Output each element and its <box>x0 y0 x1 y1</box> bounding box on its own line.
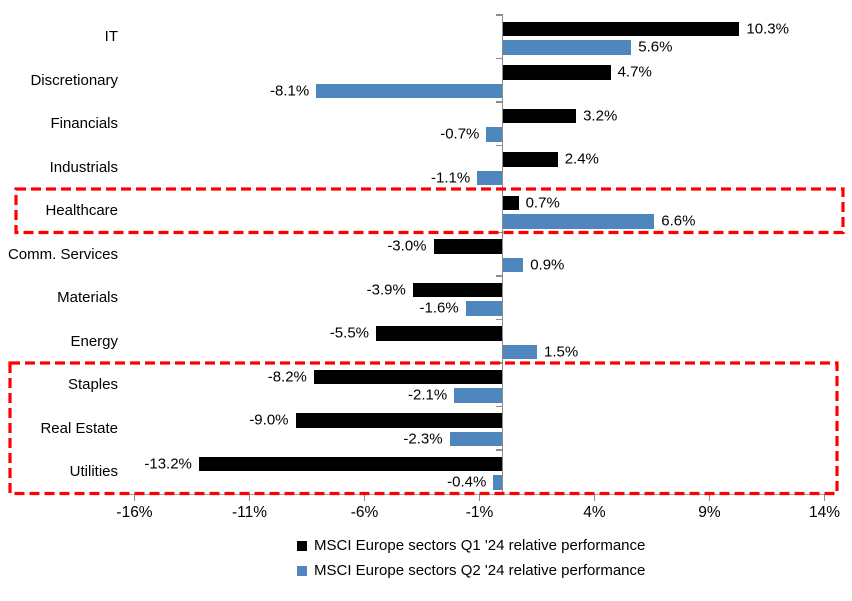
bar-q2 <box>502 257 524 272</box>
legend-swatch-q1 <box>297 540 307 551</box>
bar-q2 <box>502 344 537 359</box>
value-axis-tick <box>363 493 366 501</box>
bar-value-label: -8.1% <box>270 82 310 100</box>
bar-q2 <box>449 431 503 446</box>
value-axis-tick-label: 9% <box>698 504 721 521</box>
category-label: Materials <box>57 289 118 307</box>
category-label: Comm. Services <box>7 245 118 263</box>
bar-q2 <box>316 83 503 98</box>
bar-value-label: -0.4% <box>447 473 487 491</box>
legend-item-q2: MSCI Europe sectors Q2 '24 relative perf… <box>297 562 645 579</box>
bar-value-label: -1.1% <box>431 169 471 187</box>
value-axis-tick-label: -11% <box>231 504 268 521</box>
legend-label-q1: MSCI Europe sectors Q1 '24 relative perf… <box>314 537 646 554</box>
bar-q1 <box>433 239 503 254</box>
category-label: Staples <box>67 376 118 394</box>
bar-value-label: 4.7% <box>617 63 652 81</box>
value-axis-tick <box>248 493 251 501</box>
category-axis-tick <box>496 318 503 321</box>
bar-q1 <box>412 282 503 297</box>
bar-q2 <box>502 40 632 55</box>
bar-value-label: 0.9% <box>530 256 565 274</box>
category-axis-tick <box>496 275 503 277</box>
category-axis-tick <box>496 449 503 451</box>
value-axis-tick <box>133 493 136 501</box>
category-axis-tick <box>496 405 503 408</box>
bar-value-label: 6.6% <box>661 212 696 230</box>
category-label: Financials <box>50 115 118 133</box>
value-axis-tick <box>708 493 711 501</box>
bar-value-label: -9.0% <box>249 411 289 429</box>
category-axis-tick <box>496 362 503 364</box>
bar-value-label: 0.7% <box>525 194 560 212</box>
bar-value-label: -2.3% <box>403 430 443 448</box>
bar-value-label: -0.7% <box>440 125 480 143</box>
bar-q1 <box>502 65 611 80</box>
value-axis-tick-label: -6% <box>350 504 379 521</box>
bar-q2 <box>465 301 503 316</box>
highlight-rect <box>14 187 845 235</box>
bar-value-label: -8.2% <box>267 368 307 386</box>
bar-q1 <box>502 195 519 210</box>
category-label: Energy <box>70 332 118 350</box>
bar-q1 <box>295 413 503 428</box>
bar-q1 <box>502 108 577 123</box>
value-axis-tick-label: 4% <box>583 504 606 521</box>
category-label: Utilities <box>69 463 118 481</box>
bar-value-label: 2.4% <box>564 150 599 168</box>
value-axis-tick-label: -1% <box>465 504 494 521</box>
bar-value-label: 3.2% <box>583 107 618 125</box>
bar-value-label: -2.1% <box>408 386 448 404</box>
category-label: Healthcare <box>45 202 118 220</box>
legend-item-q1: MSCI Europe sectors Q1 '24 relative perf… <box>297 537 645 554</box>
bar-value-label: -13.2% <box>144 455 192 473</box>
value-axis-tick-label: 14% <box>808 504 841 521</box>
category-axis-tick <box>496 101 503 103</box>
category-label: Discretionary <box>30 71 118 89</box>
category-axis-line <box>501 15 504 494</box>
bar-value-label: 5.6% <box>638 38 673 56</box>
bar-q1 <box>313 369 503 384</box>
bar-value-label: 10.3% <box>746 20 789 38</box>
category-axis-tick <box>496 14 503 16</box>
category-axis-tick <box>496 231 503 234</box>
bar-value-label: -3.9% <box>366 281 406 299</box>
value-axis-tick <box>593 493 596 501</box>
legend-swatch-q2 <box>297 565 307 576</box>
bar-value-label: -5.5% <box>329 324 369 342</box>
bar-q1 <box>502 152 558 167</box>
legend-label-q2: MSCI Europe sectors Q2 '24 relative perf… <box>314 562 646 579</box>
category-label: IT <box>104 28 118 46</box>
category-label: Real Estate <box>40 419 118 437</box>
bar-q2 <box>486 127 503 142</box>
bar-q1 <box>198 456 503 471</box>
value-axis-tick <box>823 493 826 501</box>
bar-value-label: -3.0% <box>387 237 427 255</box>
bar-value-label: 1.5% <box>544 343 579 361</box>
bar-q1 <box>502 21 740 36</box>
category-axis-tick <box>496 144 503 147</box>
bar-value-label: -1.6% <box>419 299 459 317</box>
bar-q2 <box>477 170 503 185</box>
value-axis-line <box>123 493 830 495</box>
bar-q2 <box>502 214 655 229</box>
value-axis-tick-label: -16% <box>116 504 153 521</box>
legend: MSCI Europe sectors Q1 '24 relative perf… <box>297 537 645 579</box>
category-axis-tick <box>496 188 503 190</box>
value-axis-tick <box>478 493 481 501</box>
bar-q1 <box>376 326 503 341</box>
category-label: Industrials <box>49 158 118 176</box>
category-axis-tick <box>496 57 503 60</box>
bar-q2 <box>454 388 503 403</box>
